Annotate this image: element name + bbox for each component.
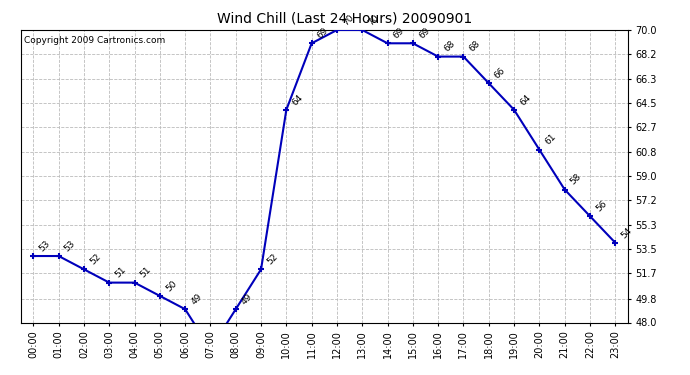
Text: 51: 51: [139, 266, 153, 280]
Text: 64: 64: [290, 93, 305, 107]
Text: 50: 50: [164, 279, 179, 293]
Text: 69: 69: [417, 26, 431, 40]
Text: 69: 69: [316, 26, 331, 40]
Text: 61: 61: [544, 132, 558, 147]
Text: 70: 70: [366, 13, 381, 27]
Text: 64: 64: [518, 93, 533, 107]
Text: 53: 53: [63, 239, 77, 253]
Text: 69: 69: [392, 26, 406, 40]
Text: 52: 52: [88, 252, 103, 267]
Text: 68: 68: [442, 39, 457, 54]
Text: 49: 49: [189, 292, 204, 306]
Text: 70: 70: [341, 13, 355, 27]
Text: 53: 53: [37, 239, 52, 253]
Text: 51: 51: [113, 266, 128, 280]
Text: 66: 66: [493, 66, 507, 80]
Text: 46: 46: [0, 374, 1, 375]
Text: 54: 54: [620, 225, 634, 240]
Text: 58: 58: [569, 172, 583, 187]
Text: 68: 68: [468, 39, 482, 54]
Text: 49: 49: [240, 292, 255, 306]
Text: 52: 52: [265, 252, 279, 267]
Text: 56: 56: [594, 199, 609, 213]
Text: Copyright 2009 Cartronics.com: Copyright 2009 Cartronics.com: [23, 36, 165, 45]
Text: Wind Chill (Last 24 Hours) 20090901: Wind Chill (Last 24 Hours) 20090901: [217, 11, 473, 25]
